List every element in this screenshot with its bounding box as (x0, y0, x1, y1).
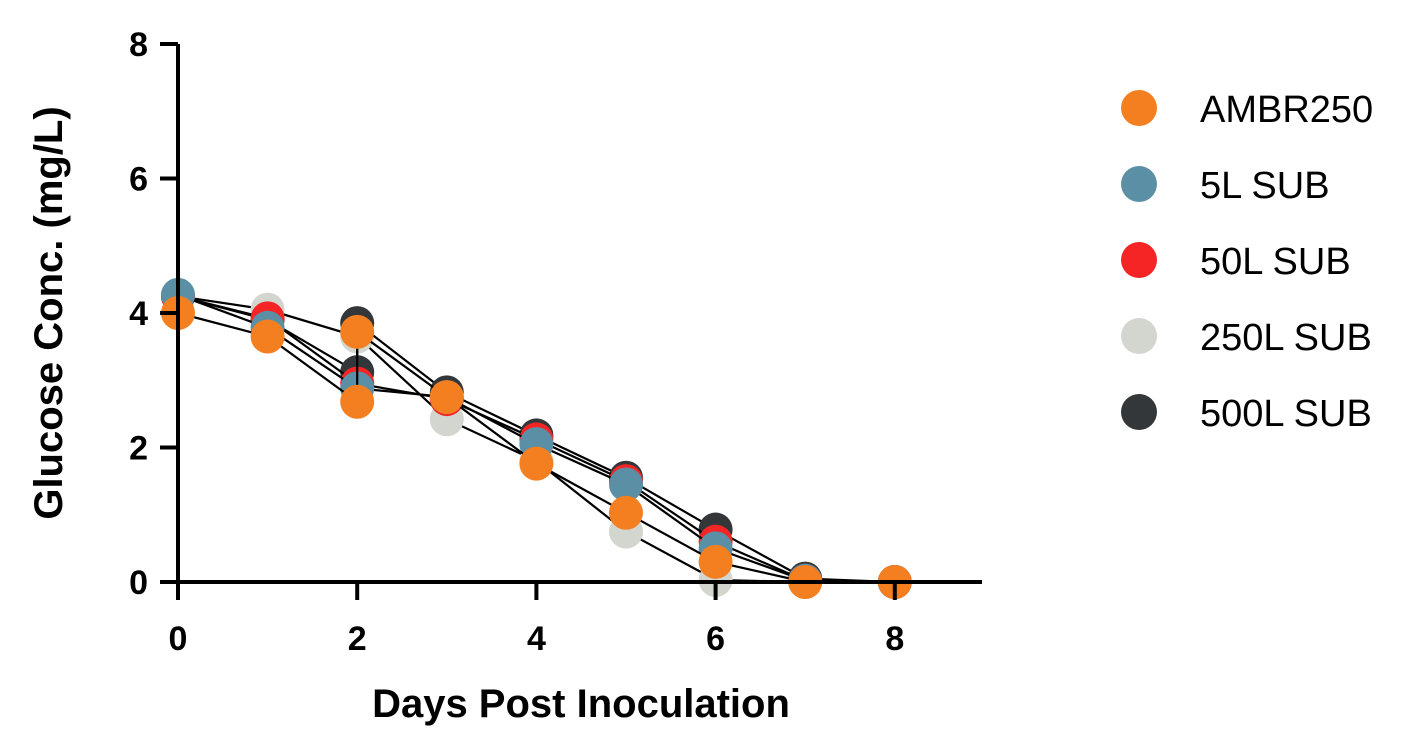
legend-marker (1121, 166, 1157, 202)
data-point-ambr250 (698, 544, 733, 579)
x-tick-label: 2 (348, 620, 367, 658)
legend-label: AMBR250 (1200, 89, 1373, 131)
legend-label: 250L SUB (1200, 317, 1372, 359)
data-point-ambr250 (250, 319, 285, 354)
legend-label: 5L SUB (1200, 165, 1330, 207)
data-point-ambr250 (340, 384, 375, 419)
x-tick-label: 4 (527, 620, 546, 658)
y-axis-title: Glucose Conc. (mg/L) (27, 106, 71, 519)
legend-item: 50L SUB (1121, 241, 1351, 283)
legend-marker (1121, 90, 1157, 126)
legend-item: AMBR250 (1121, 89, 1373, 131)
axes-layer: 0 2 4 6 8 0 2 4 6 8 (129, 26, 982, 658)
x-tick-label: 0 (169, 620, 188, 658)
data-point-ambr250 (340, 314, 375, 349)
data-point-ambr250 (609, 495, 643, 530)
data-point-ambr250 (429, 380, 464, 415)
legend-item: 500L SUB (1121, 393, 1372, 435)
data-point-ambr250 (519, 446, 554, 481)
legend-marker (1121, 318, 1157, 354)
series-layer (161, 277, 912, 599)
x-axis-title: Days Post Inoculation (372, 682, 790, 726)
data-point-5l-sub (609, 467, 643, 502)
y-tick-label: 0 (129, 564, 148, 602)
y-tick-label: 4 (129, 295, 148, 333)
legend-item: 250L SUB (1121, 317, 1372, 359)
y-tick-label: 8 (129, 26, 148, 64)
legend-marker (1121, 394, 1157, 430)
y-tick-label: 2 (129, 430, 148, 468)
series-ambr250 (161, 296, 912, 599)
legend-item: 5L SUB (1121, 165, 1330, 207)
series-line-500l-sub (177, 295, 895, 584)
series-line-ambr250 (177, 311, 895, 584)
y-tick-label: 6 (129, 161, 148, 199)
legend-label: 500L SUB (1200, 393, 1372, 435)
legend-label: 50L SUB (1200, 241, 1351, 283)
x-tick-label: 8 (885, 620, 904, 658)
legend-marker (1121, 242, 1157, 278)
legend: AMBR250 5L SUB 50L SUB 250L SUB 500L SUB (1121, 89, 1373, 435)
x-tick-label: 6 (706, 620, 725, 658)
